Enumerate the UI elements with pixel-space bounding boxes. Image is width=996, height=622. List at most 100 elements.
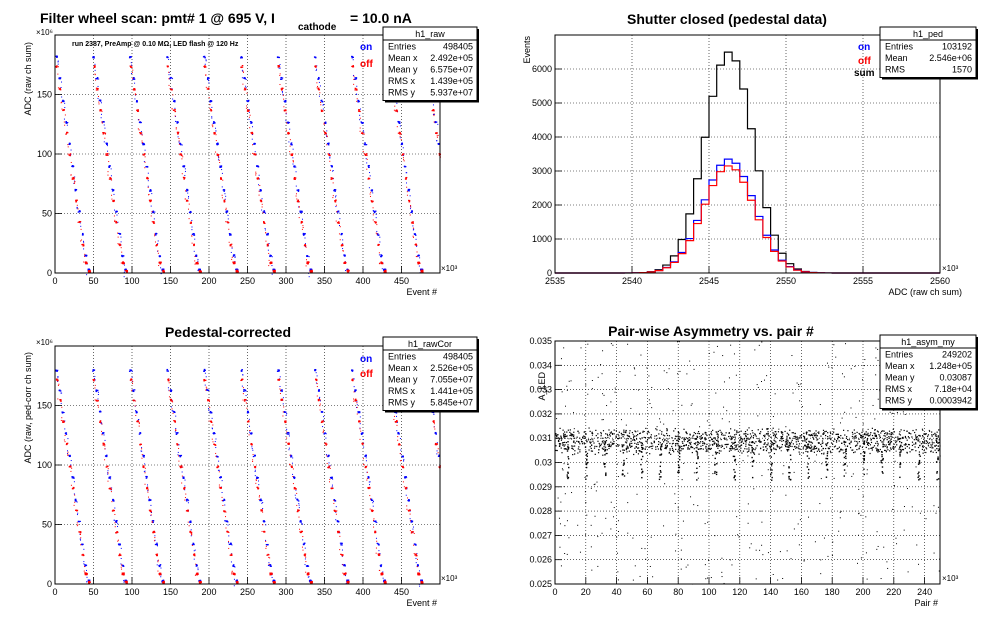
raw-point-off — [348, 269, 350, 272]
raw-point-off — [366, 168, 368, 170]
asym-point — [693, 434, 695, 436]
x-tick-label: 2545 — [699, 276, 719, 286]
cor-point-off — [414, 554, 416, 556]
raw-point-off — [400, 133, 402, 135]
raw-point-off — [104, 133, 106, 135]
title-raw: Filter wheel scan: pmt# 1 @ 695 V, I — [40, 10, 275, 26]
cor-point-on — [132, 390, 134, 392]
asym-point — [610, 445, 612, 448]
cor-point-off — [148, 496, 150, 498]
y-tick-label: 3000 — [532, 166, 552, 176]
cor-point-off — [97, 404, 99, 406]
raw-point-on — [139, 121, 141, 123]
raw-point-on — [253, 143, 255, 145]
cor-point-off — [409, 513, 411, 515]
cor-point-off — [229, 554, 232, 556]
cor-point-off — [279, 388, 281, 390]
raw-point-off — [233, 262, 236, 265]
cor-point-off — [362, 442, 364, 445]
asym-point — [729, 447, 731, 450]
raw-point-off — [241, 66, 244, 68]
cor-point-off — [105, 466, 108, 468]
raw-point-on — [142, 142, 144, 144]
cor-point-off — [415, 555, 418, 557]
asym-point — [703, 442, 705, 444]
asym-point — [625, 449, 628, 451]
cor-point-on — [70, 460, 72, 462]
x-tick-label: 200 — [201, 587, 216, 597]
asym-point — [556, 449, 558, 452]
raw-point-off — [225, 207, 227, 209]
asym-point — [731, 446, 734, 448]
raw-point-off — [330, 178, 333, 180]
raw-point-off — [211, 124, 213, 126]
asym-point — [577, 430, 579, 433]
raw-point-on — [86, 263, 88, 265]
cor-point-off — [230, 553, 233, 555]
cor-point-on — [182, 477, 184, 479]
raw-point-off — [273, 269, 275, 272]
raw-point-on — [340, 233, 343, 236]
raw-point-off — [437, 134, 439, 136]
raw-point-off — [78, 221, 80, 223]
cor-point-on — [117, 543, 120, 545]
x-tick-label: 450 — [394, 276, 409, 286]
cor-point-on — [147, 490, 149, 492]
asym-point — [767, 432, 769, 435]
asym-point — [702, 448, 704, 450]
raw-point-on — [94, 63, 96, 65]
raw-point-off — [378, 263, 380, 265]
cor-point-off — [189, 530, 192, 532]
cor-point-off — [236, 582, 239, 584]
cor-point-on — [286, 413, 288, 415]
cor-point-on — [372, 502, 374, 504]
cor-point-on — [346, 579, 349, 581]
asym-point — [695, 442, 697, 444]
cor-point-on — [242, 374, 244, 376]
asym-point — [618, 431, 620, 433]
raw-point-on — [121, 255, 124, 258]
cor-point-on — [333, 499, 336, 501]
raw-point-off — [231, 256, 233, 258]
cor-point-off — [111, 488, 113, 490]
raw-point-off — [105, 153, 107, 155]
raw-point-off — [395, 109, 398, 111]
cor-point-on — [223, 499, 226, 501]
raw-point-on — [409, 195, 411, 197]
asym-point — [838, 440, 840, 442]
raw-point-on — [58, 78, 61, 80]
raw-point-off — [89, 270, 91, 272]
cor-point-on — [92, 369, 95, 371]
cor-point-on — [438, 454, 440, 456]
raw-point-off — [193, 244, 195, 246]
cor-point-off — [338, 531, 340, 533]
raw-point-on — [149, 190, 151, 192]
raw-point-off — [65, 133, 67, 135]
raw-point-off — [410, 204, 412, 206]
raw-point-on — [108, 166, 111, 168]
cor-point-off — [122, 573, 125, 575]
cor-point-on — [343, 564, 346, 566]
cor-point-off — [322, 432, 324, 434]
raw-point-off — [69, 153, 72, 155]
cor-point-on — [226, 520, 228, 522]
asym-point — [594, 445, 596, 447]
cor-point-off — [367, 487, 370, 490]
raw-point-off — [183, 178, 185, 180]
cor-point-off — [181, 482, 183, 484]
asym-point — [786, 435, 788, 437]
raw-point-on — [207, 80, 209, 82]
cor-point-off — [437, 452, 439, 454]
cor-point-on — [74, 498, 77, 501]
raw-point-on — [317, 78, 319, 80]
asym-point — [610, 441, 612, 443]
cor-point-off — [378, 553, 381, 555]
cor-point-on — [112, 498, 114, 501]
cor-point-on — [122, 565, 124, 567]
raw-point-off — [287, 133, 290, 135]
raw-point-on — [396, 102, 398, 104]
cor-point-off — [113, 509, 115, 512]
cor-point-off — [373, 519, 375, 521]
asym-point — [875, 435, 878, 438]
raw-point-on — [357, 101, 360, 103]
